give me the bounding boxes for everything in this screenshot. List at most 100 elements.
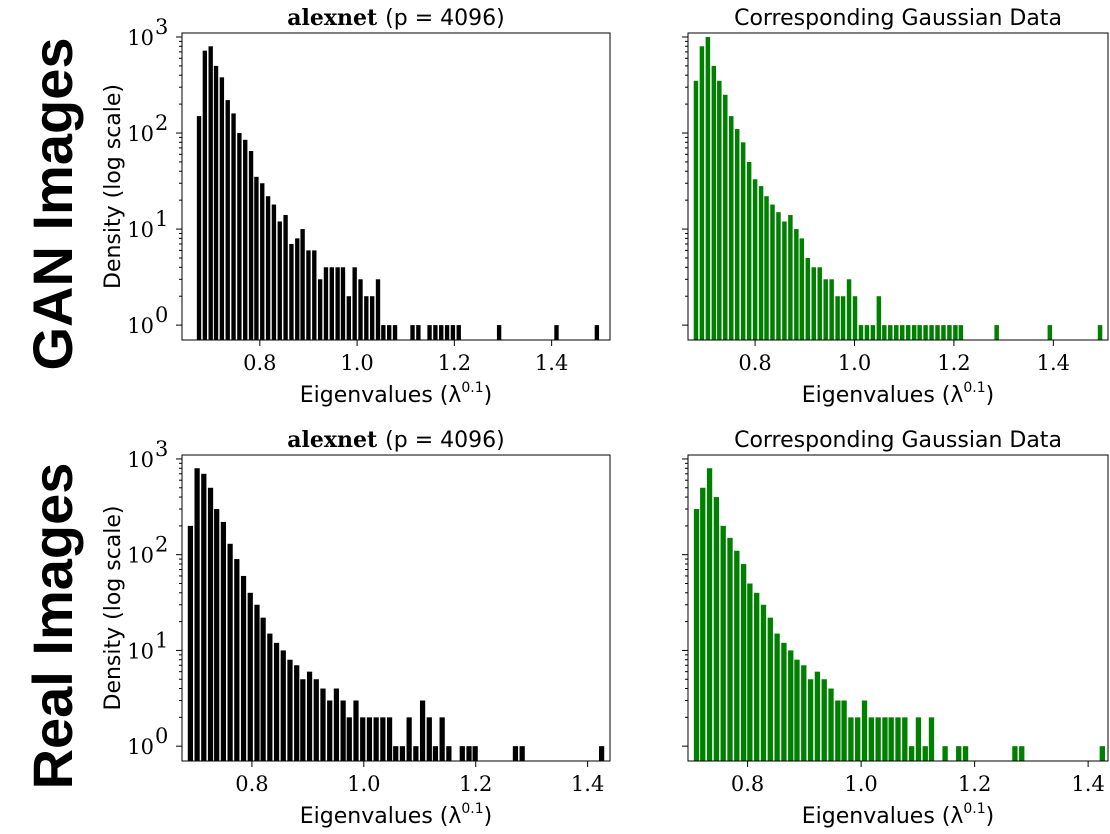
x-tick-label: 1.0 xyxy=(340,351,373,375)
x-tick-label: 0.8 xyxy=(243,351,276,375)
x-axis-label: Eigenvalues (λ0.1) xyxy=(802,801,994,829)
bar xyxy=(399,746,406,761)
bar xyxy=(911,325,917,340)
bar xyxy=(782,221,787,340)
chart-title: Corresponding Gaussian Data xyxy=(734,6,1062,31)
x-axis-label-end: ) xyxy=(484,804,493,829)
bar xyxy=(794,229,799,340)
y-tick-exponent: 1 xyxy=(155,628,168,652)
y-tick-exponent: 2 xyxy=(155,111,168,135)
bar xyxy=(439,717,445,761)
x-axis-label: Eigenvalues (λ0.1) xyxy=(300,801,492,829)
x-axis-label-sup: 0.1 xyxy=(461,380,483,396)
bar xyxy=(427,325,432,340)
bar xyxy=(1012,746,1018,761)
bar xyxy=(723,94,728,340)
bar xyxy=(875,717,881,761)
x-axis-label-sup: 0.1 xyxy=(461,801,483,817)
bar xyxy=(439,325,444,340)
bar xyxy=(864,325,870,340)
bar xyxy=(393,746,399,761)
bar xyxy=(799,238,805,340)
bar xyxy=(410,325,415,340)
y-tick-label: 10 xyxy=(127,735,154,759)
bar xyxy=(243,139,248,340)
bar xyxy=(426,717,432,761)
bar xyxy=(594,325,600,340)
bar xyxy=(320,688,326,761)
x-tick-label: 1.2 xyxy=(958,772,991,796)
chart-title-rest: (p = 4096) xyxy=(385,428,505,453)
x-axis-label-sup: 0.1 xyxy=(963,380,985,396)
bar xyxy=(1019,746,1025,761)
bar xyxy=(373,717,379,761)
bar xyxy=(333,688,340,761)
bar xyxy=(770,204,775,340)
bar xyxy=(868,717,874,761)
bar xyxy=(922,746,928,761)
x-tick-label: 1.4 xyxy=(535,351,568,375)
y-tick-exponent: 3 xyxy=(155,15,168,39)
bar xyxy=(512,746,519,761)
bar xyxy=(446,746,452,761)
x-tick-label: 1.4 xyxy=(1037,351,1070,375)
bar xyxy=(929,325,934,340)
bar xyxy=(829,279,834,340)
bar xyxy=(237,133,242,340)
bar xyxy=(247,592,253,761)
bar xyxy=(280,650,286,761)
chart-title-bold: alexnet xyxy=(287,427,378,453)
chart-title-bold: alexnet xyxy=(287,5,378,31)
bar xyxy=(1097,325,1103,340)
bar xyxy=(788,650,794,761)
bar xyxy=(207,487,214,761)
x-tick-label: 1.0 xyxy=(347,772,380,796)
y-tick-label: 10 xyxy=(127,639,154,663)
y-tick-label: 10 xyxy=(127,218,154,242)
bar xyxy=(313,679,319,761)
bar xyxy=(317,279,323,340)
bar xyxy=(882,325,887,340)
x-axis-label-main: Eigenvalues (λ xyxy=(802,804,964,829)
bar xyxy=(994,325,999,340)
chart-title: alexnet (p = 4096) xyxy=(287,427,504,453)
bar xyxy=(734,550,740,761)
bar xyxy=(267,633,273,761)
bar xyxy=(381,325,386,340)
bar xyxy=(902,717,908,761)
y-tick-label: 10 xyxy=(127,544,154,568)
bar xyxy=(747,583,753,761)
x-axis-label: Eigenvalues (λ0.1) xyxy=(300,380,492,408)
bar xyxy=(699,46,705,340)
bar xyxy=(915,717,922,761)
bar xyxy=(805,257,811,340)
bar xyxy=(234,559,240,761)
bar xyxy=(882,717,888,761)
bar xyxy=(369,296,375,340)
bar xyxy=(254,604,260,761)
x-axis-label-end: ) xyxy=(986,383,995,408)
bar xyxy=(277,221,282,340)
bar xyxy=(727,537,733,761)
bar xyxy=(953,325,958,340)
bar xyxy=(194,468,200,761)
bar xyxy=(496,325,502,340)
bar xyxy=(928,717,935,761)
bar xyxy=(240,575,247,761)
bar xyxy=(894,325,899,340)
bar xyxy=(248,150,254,340)
bar xyxy=(433,325,438,340)
y-axis-label: Density (log scale) xyxy=(101,84,126,289)
bar xyxy=(416,325,421,340)
x-axis-label-end: ) xyxy=(484,383,493,408)
x-tick-label: 0.8 xyxy=(738,351,771,375)
bar xyxy=(840,296,846,340)
bar xyxy=(852,296,858,340)
bar xyxy=(828,688,834,761)
x-tick-label: 1.4 xyxy=(1071,772,1104,796)
bar xyxy=(287,659,293,761)
chart-real-gaussian: 0.8 1.0 1.2 1.4 Corresponding Gaussian Data E… xyxy=(682,428,1109,829)
bar xyxy=(306,250,311,340)
bar xyxy=(942,746,948,761)
bar xyxy=(713,497,720,761)
